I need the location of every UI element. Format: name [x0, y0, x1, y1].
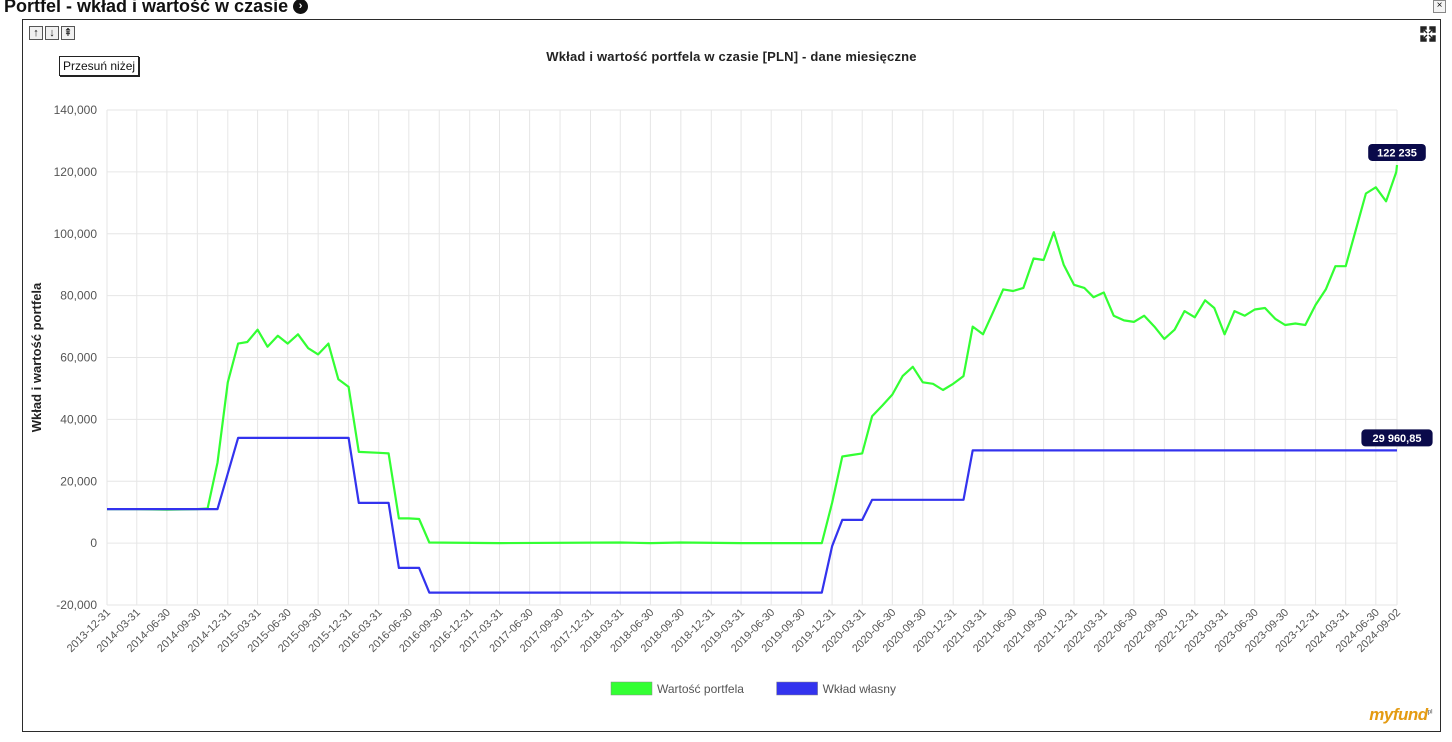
- chart-canvas: 140,000 120,000 100,000 80,000 60,000 40,000 2…: [29, 103, 1433, 696]
- chart-title: Wkład i wartość portfela w czasie [PLN] …: [546, 49, 917, 64]
- legend-label: Wartość portfela: [657, 682, 744, 696]
- arrow-down-icon[interactable]: ↓: [45, 26, 59, 40]
- y-tick-label: 40,000: [60, 412, 97, 426]
- legend-swatch: [776, 681, 818, 696]
- y-tick-label: 120,000: [54, 165, 98, 179]
- end-value-badge: [1361, 429, 1433, 447]
- expand-icon[interactable]: [1420, 26, 1436, 42]
- legend-label: Wkład własny: [823, 682, 896, 696]
- logo-suffix: pl: [1427, 709, 1433, 716]
- circle-arrow-right-icon[interactable]: ›: [293, 0, 309, 14]
- y-axis-label: Wkład i wartość portfela: [29, 282, 44, 432]
- close-button[interactable]: ×: [1433, 0, 1446, 13]
- y-tick-label: 60,000: [60, 351, 97, 365]
- legend-swatch: [610, 681, 653, 696]
- page-title-text: Portfel - wkład i wartość w czasie: [4, 0, 289, 16]
- move-down-button[interactable]: Przesuń niżej: [59, 56, 140, 76]
- y-tick-label: 20,000: [60, 474, 97, 488]
- contribution-series-line: [107, 436, 1397, 594]
- arrow-top-icon[interactable]: ⇞: [61, 26, 75, 40]
- y-tick-label: -20,000: [56, 598, 97, 612]
- end-value-label: 29 960,85: [1373, 433, 1422, 445]
- page-title: Portfel - wkład i wartość w czasie ›: [4, 0, 309, 17]
- arrow-up-icon[interactable]: ↑: [29, 26, 43, 40]
- end-value-badge: [1368, 143, 1426, 161]
- value-series-line: [107, 164, 1399, 545]
- myfund-logo: myfundpl: [1369, 705, 1432, 725]
- y-tick-label: 0: [90, 536, 97, 550]
- y-tick-label: 140,000: [54, 103, 98, 117]
- y-tick-label: 80,000: [60, 289, 97, 303]
- chart-panel: ↑ ↓ ⇞ Przesuń niżej Wkład i wartość port…: [22, 19, 1441, 732]
- end-value-label: 122 235: [1377, 147, 1417, 159]
- y-tick-label: 100,000: [54, 227, 98, 241]
- logo-text: myfund: [1369, 705, 1428, 724]
- nav-buttons: ↑ ↓ ⇞: [29, 26, 75, 40]
